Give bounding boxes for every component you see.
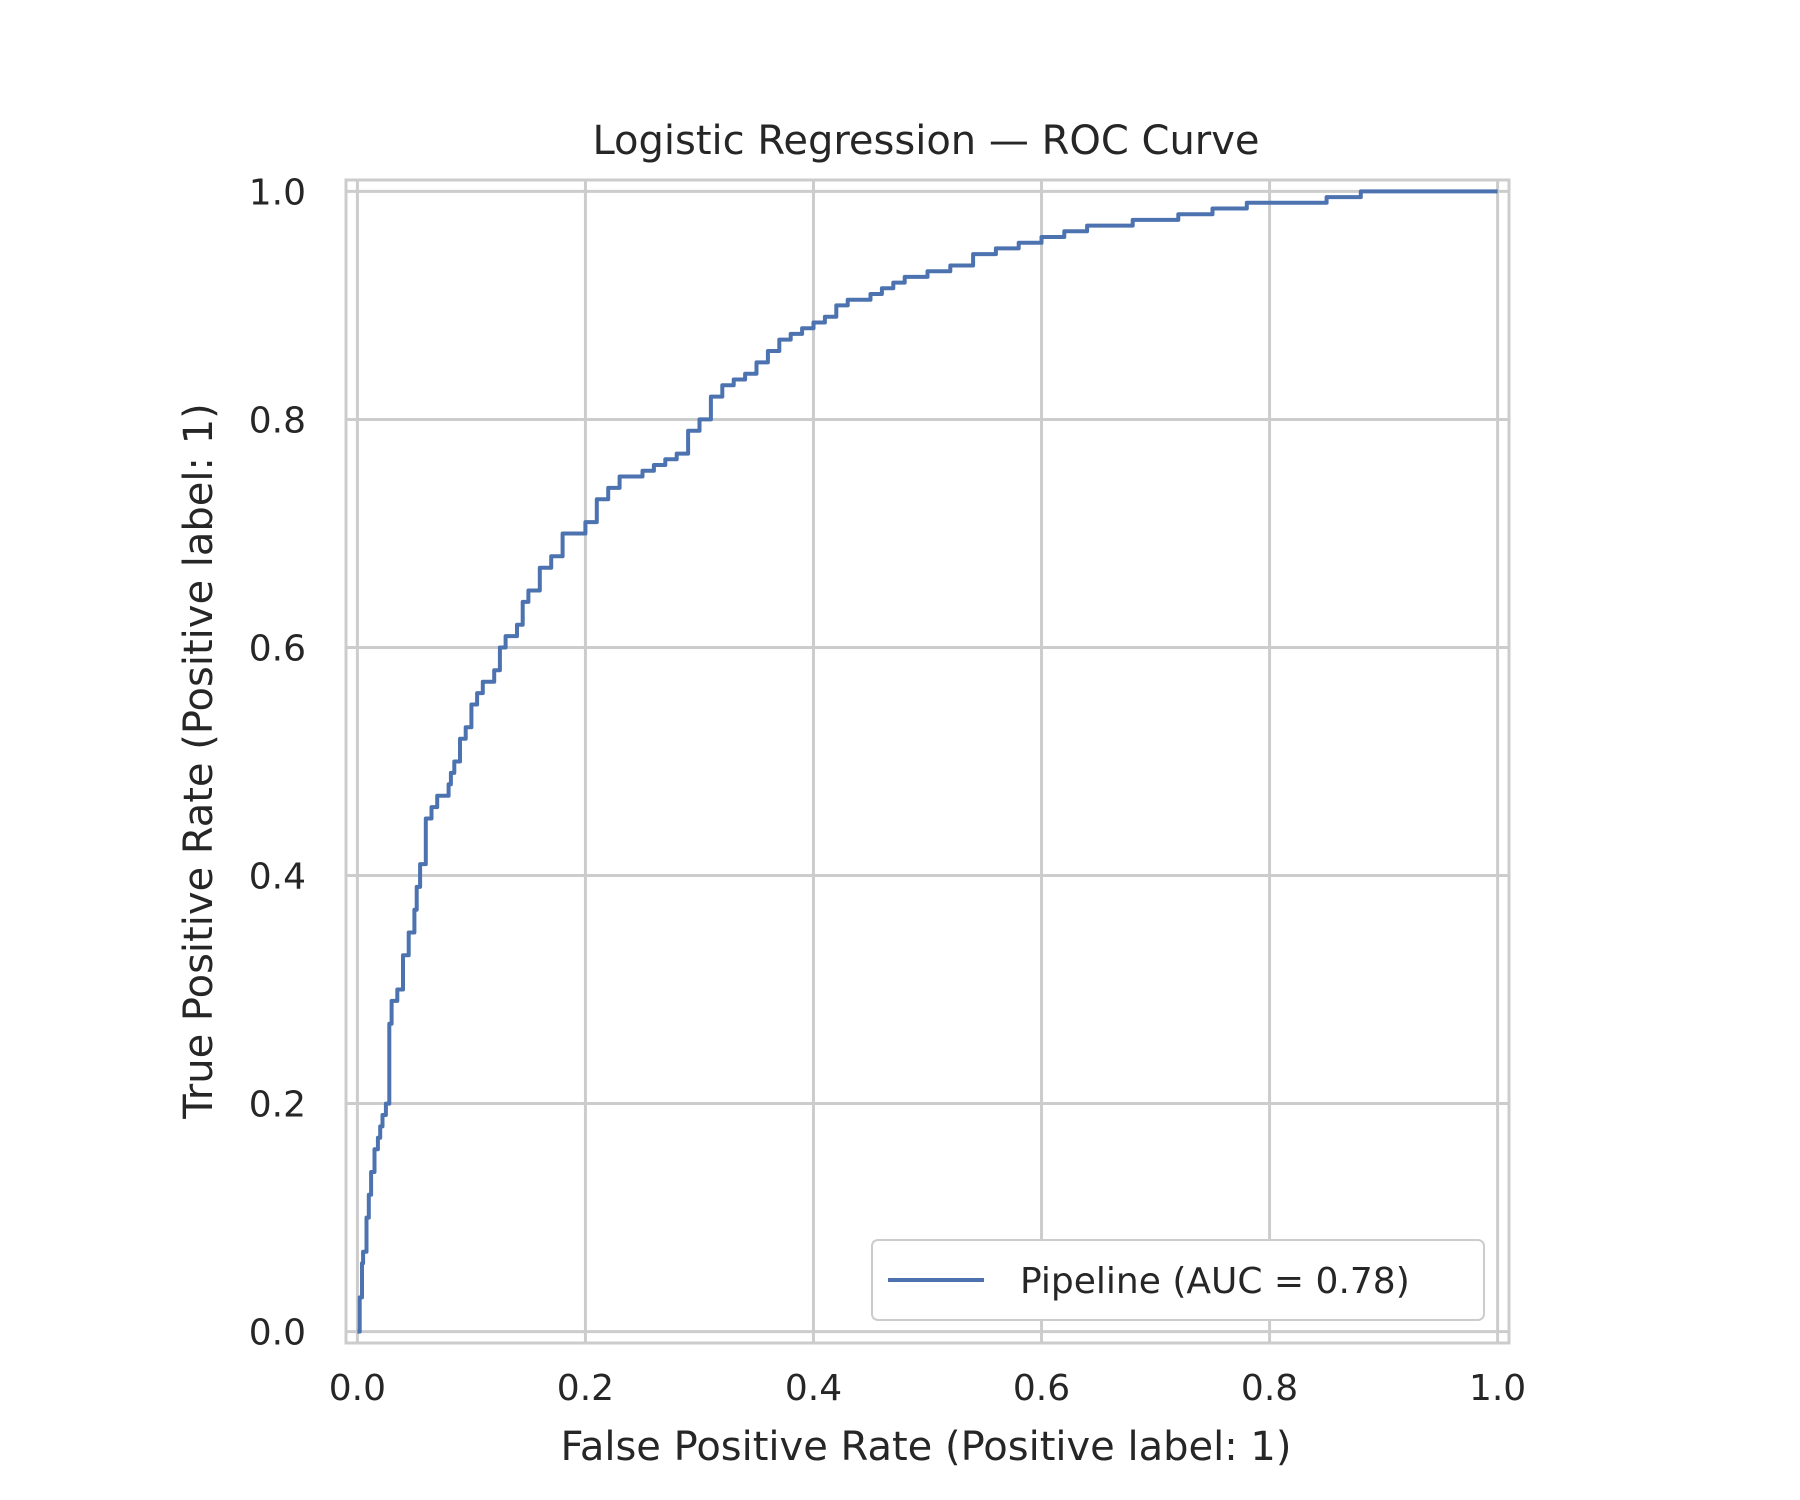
y-axis-label: True Positive Rate (Positive label: 1) [176, 403, 222, 1120]
x-tick-labels: 0.0 0.2 0.4 0.6 0.8 1.0 [329, 1368, 1526, 1409]
x-tick-label: 0.2 [557, 1368, 614, 1409]
y-tick-label: 1.0 [249, 172, 306, 213]
x-tick-label: 1.0 [1469, 1368, 1526, 1409]
legend-box [871, 1239, 1485, 1321]
grid-lines [346, 180, 1509, 1343]
y-tick-label: 0.2 [249, 1085, 306, 1126]
plot-frame [344, 178, 1511, 1345]
legend: Pipeline (AUC = 0.78) [871, 1239, 1485, 1321]
chart-title: Logistic Regression — ROC Curve [592, 118, 1259, 164]
x-tick-label: 0.0 [329, 1368, 386, 1409]
x-tick-label: 0.6 [1013, 1368, 1070, 1409]
legend-label: Pipeline (AUC = 0.78) [1020, 1261, 1410, 1302]
y-tick-label: 0.0 [249, 1313, 306, 1354]
x-tick-label: 0.8 [1241, 1368, 1298, 1409]
roc-curve-line [357, 189, 1498, 1334]
y-tick-label: 0.4 [249, 857, 306, 898]
x-axis-label: False Positive Rate (Positive label: 1) [561, 1424, 1292, 1470]
y-tick-label: 0.6 [249, 628, 306, 669]
x-tick-label: 0.4 [785, 1368, 842, 1409]
y-tick-labels: 0.0 0.2 0.4 0.6 0.8 1.0 [249, 172, 306, 1353]
y-tick-label: 0.8 [249, 400, 306, 441]
